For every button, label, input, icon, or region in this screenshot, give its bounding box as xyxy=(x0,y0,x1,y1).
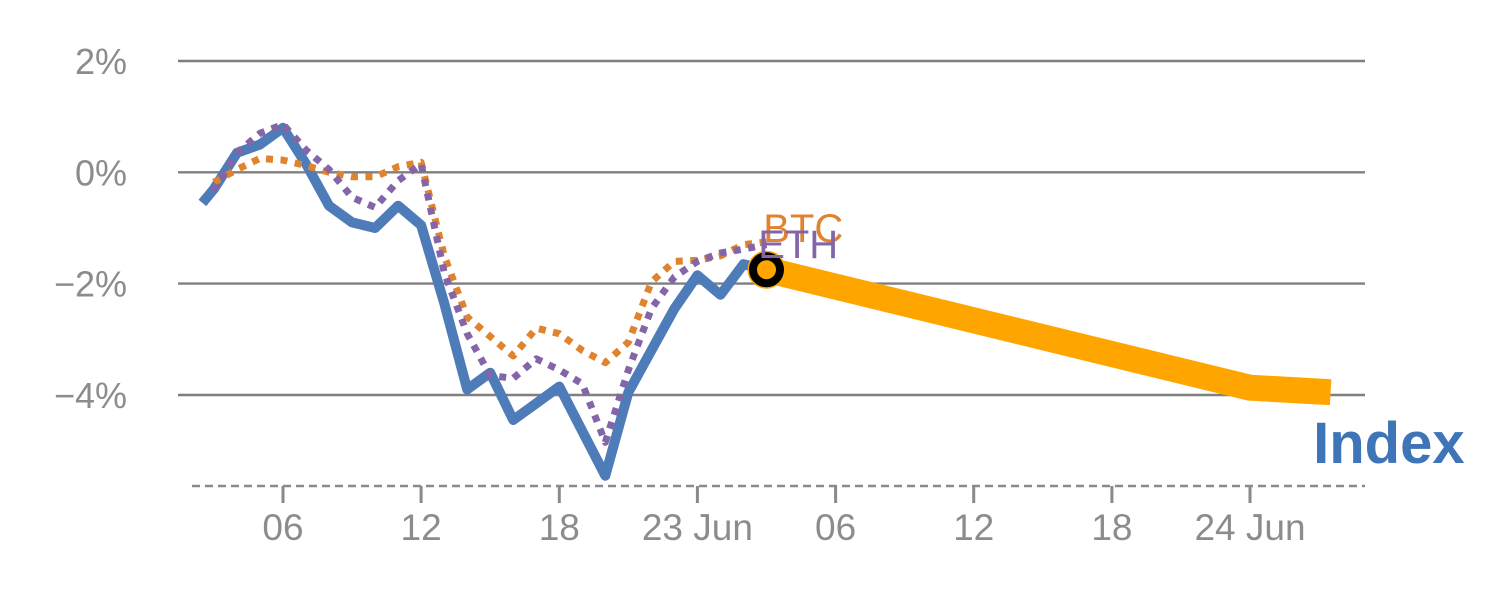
x-tick-label: 06 xyxy=(262,507,303,548)
y-tick-label: 0% xyxy=(75,152,127,193)
eth-label: ETH xyxy=(758,223,838,267)
x-tick-label: 06 xyxy=(815,507,856,548)
current-point-marker xyxy=(749,252,784,288)
x-tick-label: 23 Jun xyxy=(642,507,753,548)
x-tick-label: 12 xyxy=(401,507,442,548)
y-tick-label: 2% xyxy=(75,41,127,82)
x-tick-label: 12 xyxy=(953,507,994,548)
index-label: Index xyxy=(1313,411,1465,476)
x-tick-label: 24 Jun xyxy=(1194,507,1305,548)
index-line xyxy=(198,122,768,481)
index-forecast-band xyxy=(763,257,1332,406)
y-tick-label: −4% xyxy=(54,375,127,416)
x-tick-label: 18 xyxy=(539,507,580,548)
y-tick-label: −2% xyxy=(54,264,127,305)
eth-line xyxy=(210,120,768,446)
btc-line xyxy=(212,154,767,367)
x-tick-label: 18 xyxy=(1091,507,1132,548)
btc-label: BTC xyxy=(763,207,843,251)
